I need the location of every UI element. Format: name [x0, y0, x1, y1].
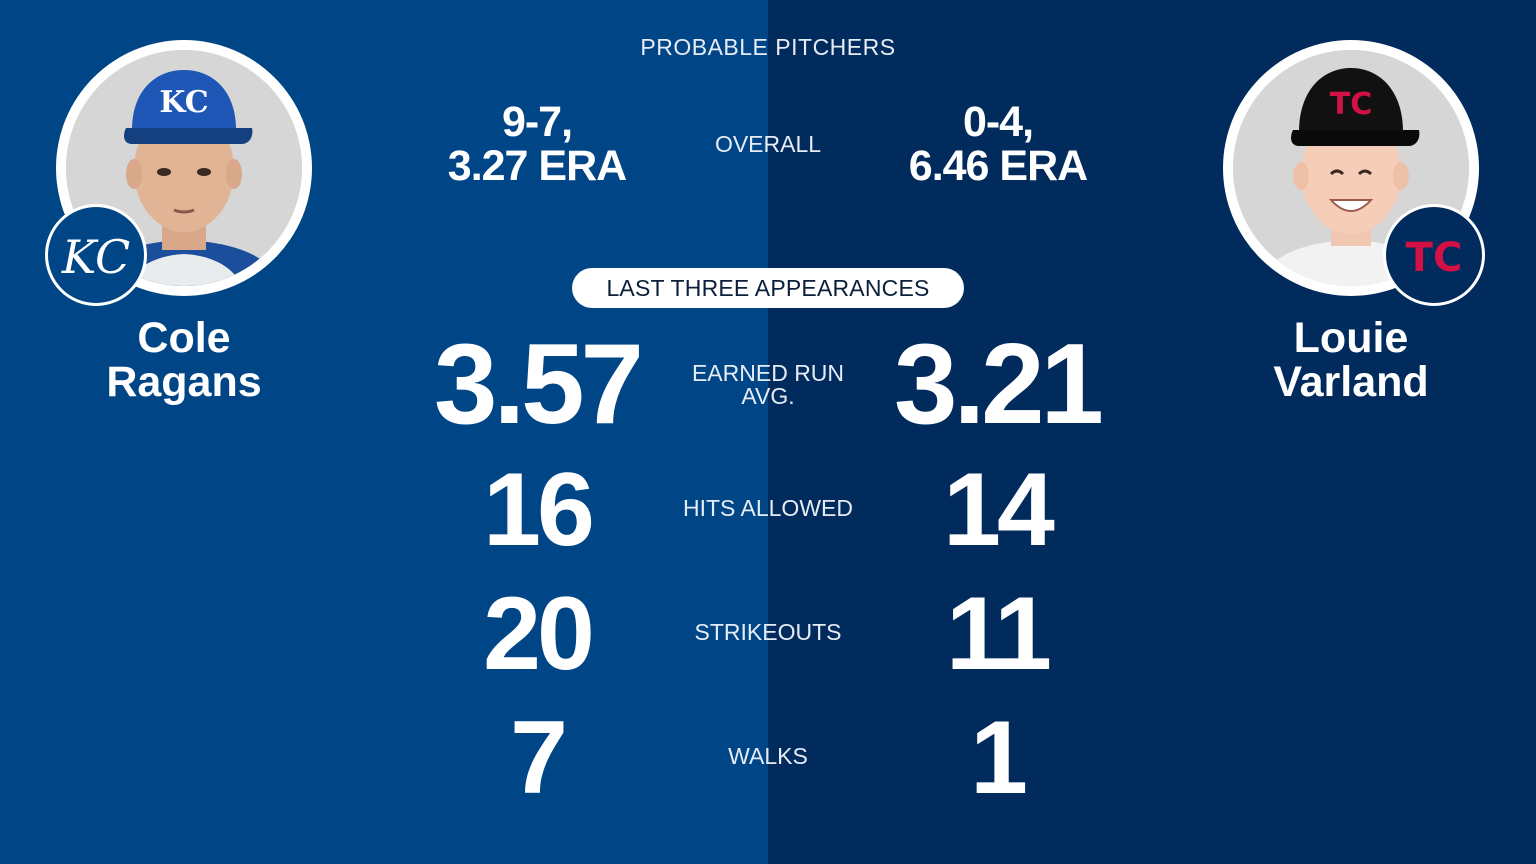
probable-pitchers-title: PROBABLE PITCHERS	[640, 34, 896, 60]
svg-text:KC: KC	[159, 85, 208, 120]
strikeouts-label: STRIKEOUTS	[694, 619, 842, 645]
cole-ragans-headshot: KC	[66, 50, 302, 286]
left-pitcher-first-name: Cole	[137, 314, 231, 362]
left-pitcher-last-name: Ragans	[106, 358, 262, 406]
right-era-value: 3.21	[894, 321, 1104, 448]
left-hits-value: 16	[483, 452, 595, 568]
left-strikeouts-value: 20	[483, 576, 595, 692]
right-overall-era: 6.46 ERA	[908, 142, 1088, 190]
right-strikeouts-value: 11	[946, 576, 1052, 692]
overall-label: OVERALL	[714, 131, 822, 157]
left-walks-value: 7	[510, 700, 568, 816]
right-overall-wl: 0-4,	[962, 98, 1034, 146]
right-hits-value: 14	[943, 452, 1055, 568]
left-overall-record: 9-7, 3.27 ERA	[387, 100, 687, 188]
right-pitcher-first-name: Louie	[1293, 314, 1409, 362]
left-era-value: 3.57	[434, 321, 644, 448]
walks-label: WALKS	[728, 743, 808, 769]
left-pitcher-name: Cole Ragans	[34, 316, 334, 404]
left-overall-wl: 9-7,	[501, 98, 573, 146]
right-pitcher-last-name: Varland	[1273, 358, 1429, 406]
era-label-line1: EARNED RUN	[691, 360, 845, 386]
right-overall-record: 0-4, 6.46 ERA	[848, 100, 1148, 188]
svg-text:KC: KC	[61, 230, 130, 284]
svg-text:TC: TC	[1406, 235, 1463, 281]
royals-kc-logo-icon: KC	[45, 204, 147, 306]
hits-allowed-label: HITS ALLOWED	[683, 495, 853, 521]
era-label: EARNED RUN AVG.	[618, 362, 918, 408]
left-overall-era: 3.27 ERA	[447, 142, 627, 190]
era-label-line2: AVG.	[741, 383, 795, 409]
last-three-appearances-pill: LAST THREE APPEARANCES	[572, 268, 964, 308]
right-walks-value: 1	[970, 700, 1028, 816]
svg-text:TC: TC	[1330, 87, 1372, 122]
right-pitcher-name: Louie Varland	[1201, 316, 1501, 404]
twins-tc-logo-icon: TC	[1383, 204, 1485, 306]
